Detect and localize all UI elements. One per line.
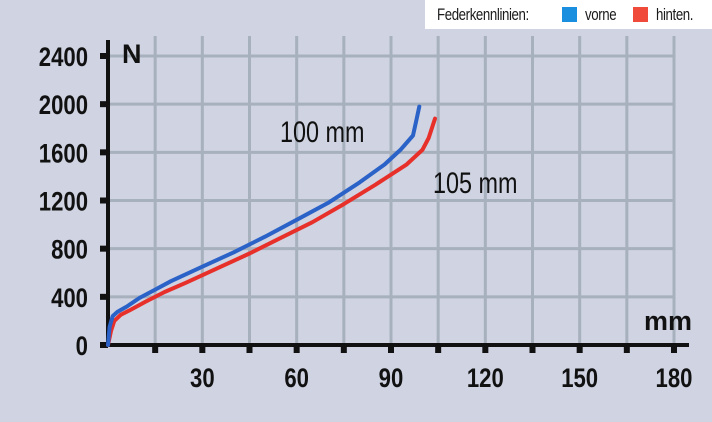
- x-tick-label: 90: [379, 364, 404, 394]
- x-tick-mark: [529, 345, 536, 353]
- y-tick-mark: [100, 293, 108, 300]
- y-tick-label: 2000: [39, 91, 88, 121]
- y-tick-labels: 2400 2000 1600 1200 800 400 0: [39, 43, 88, 362]
- series-line-vorne: [106, 104, 422, 347]
- y-tick-mark: [100, 245, 108, 252]
- series-line-hinten: [106, 116, 437, 347]
- x-tick-labels: 30 60 90 120 150 180: [190, 364, 692, 394]
- series-lines: [106, 104, 437, 347]
- legend-swatch-hinten: [633, 7, 649, 22]
- annotation-rear-travel: 105 mm: [433, 166, 517, 199]
- x-tick-label: 150: [561, 364, 598, 394]
- y-tick-mark: [100, 197, 108, 204]
- y-tick-mark: [100, 149, 108, 156]
- x-tick-mark: [293, 345, 300, 353]
- y-tick-label: 1600: [39, 139, 88, 169]
- x-tick-label: 30: [190, 364, 215, 394]
- x-tick-mark: [576, 345, 583, 353]
- y-tick-mark: [100, 342, 108, 348]
- x-axis-unit: mm: [644, 306, 692, 336]
- legend-label-vorne: vorne: [585, 4, 617, 24]
- x-tick-mark: [671, 345, 677, 353]
- y-tick-label: 1200: [39, 188, 88, 218]
- annotation-front-travel: 100 mm: [280, 115, 364, 148]
- x-tick-mark: [388, 345, 394, 353]
- y-tick-label: 0: [76, 332, 88, 362]
- x-tick-mark: [623, 345, 630, 353]
- legend-swatch-vorne: [562, 7, 578, 22]
- x-tick-label: 120: [467, 364, 504, 394]
- legend-title: Federkennlinien:: [436, 4, 529, 24]
- y-axis-unit: N: [122, 39, 142, 69]
- y-tick-mark: [100, 101, 108, 108]
- x-tick-label: 180: [656, 364, 693, 394]
- y-tick-label: 2400: [39, 43, 88, 73]
- y-tick-label: 800: [51, 236, 88, 266]
- x-tick-mark: [246, 345, 253, 353]
- y-tick-mark: [100, 53, 108, 59]
- x-tick-label: 60: [284, 364, 309, 394]
- x-tick-mark: [152, 345, 159, 353]
- legend-label-hinten: hinten.: [656, 4, 694, 24]
- grid: [108, 36, 676, 345]
- x-tick-mark: [340, 345, 347, 353]
- x-tick-mark: [199, 345, 206, 353]
- axes: [100, 40, 689, 353]
- legend: Federkennlinien: vorne hinten.: [424, 0, 712, 29]
- x-tick-mark: [435, 345, 442, 353]
- y-tick-label: 400: [51, 284, 88, 314]
- x-tick-mark: [482, 345, 489, 353]
